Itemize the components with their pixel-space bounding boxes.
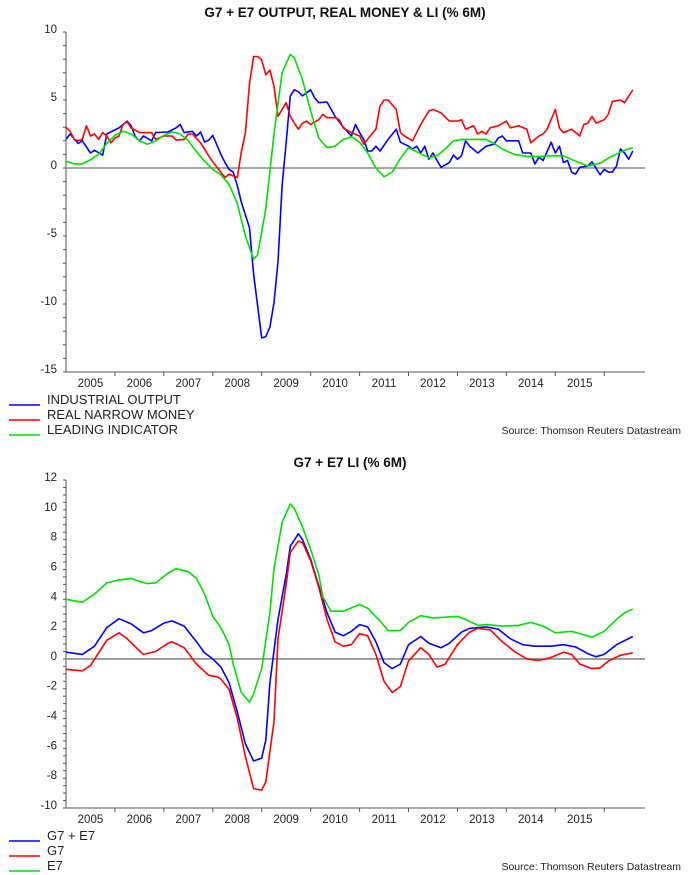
- x-tick-label: 2005: [78, 378, 104, 390]
- x-tick-label: 2013: [469, 378, 495, 390]
- y-tick-label: 10: [44, 502, 57, 514]
- x-tick-label: 2011: [372, 378, 397, 390]
- x-tick-label: 2008: [224, 378, 250, 390]
- x-tick-label: 2008: [224, 814, 250, 826]
- chart-output-money-li: G7 + E7 OUTPUT, REAL MONEY & LI (% 6M) S…: [9, 5, 681, 437]
- x-tick-label: 2007: [176, 814, 202, 826]
- chart-li: G7 + E7 LI (% 6M) Source: Thomson Reuter…: [9, 455, 681, 873]
- y-tick-label: -15: [40, 364, 57, 376]
- y-tick-label: 4: [51, 591, 58, 603]
- legend-label: E7: [47, 858, 63, 873]
- x-tick-label: 2005: [78, 814, 104, 826]
- series-line-industrial-output: [65, 89, 634, 339]
- series-line-g7: [65, 540, 633, 791]
- x-tick-label: 2013: [469, 814, 495, 826]
- y-tick-label: 10: [44, 24, 57, 36]
- source-note: Source: Thomson Reuters Datastream: [501, 425, 681, 437]
- series-line-real-narrow-money: [65, 55, 634, 179]
- x-tick-label: 2007: [176, 378, 202, 390]
- y-tick-label: 0: [51, 651, 57, 663]
- y-tick-label: 2: [51, 621, 57, 633]
- x-tick-label: 2015: [567, 814, 593, 826]
- y-tick-label: 8: [51, 532, 57, 544]
- y-tick-label: -10: [40, 800, 57, 812]
- series-line-leading-indicator: [65, 53, 634, 260]
- legend: INDUSTRIAL OUTPUT REAL NARROW MONEY LEAD…: [9, 392, 195, 437]
- y-tick-label: -4: [47, 711, 58, 723]
- y-tick-label: -6: [47, 740, 57, 752]
- x-tick-label: 2012: [420, 814, 446, 826]
- y-tick-label: 12: [44, 472, 57, 484]
- legend-label: INDUSTRIAL OUTPUT: [47, 392, 181, 407]
- x-tick-label: 2014: [518, 814, 544, 826]
- chart-title: G7 + E7 LI (% 6M): [294, 455, 407, 470]
- chart-title: G7 + E7 OUTPUT, REAL MONEY & LI (% 6M): [204, 5, 485, 20]
- x-tick-label: 2011: [372, 814, 397, 826]
- source-note: Source: Thomson Reuters Datastream: [501, 861, 681, 873]
- x-tick-label: 2012: [420, 378, 446, 390]
- x-tick-label: 2010: [322, 378, 348, 390]
- x-tick-label: 2014: [518, 378, 544, 390]
- x-tick-label: 2009: [273, 378, 299, 390]
- x-tick-label: 2009: [273, 814, 299, 826]
- y-tick-label: 6: [51, 561, 57, 573]
- series-line-g7-e7: [65, 532, 634, 762]
- x-tick-label: 2015: [567, 378, 593, 390]
- legend-label: LEADING INDICATOR: [47, 422, 178, 437]
- legend-label: G7: [47, 843, 64, 858]
- y-tick-label: -5: [47, 228, 57, 240]
- legend-label: REAL NARROW MONEY: [47, 407, 195, 422]
- x-tick-label: 2010: [322, 814, 348, 826]
- y-tick-label: -10: [40, 296, 57, 308]
- x-tick-label: 2006: [127, 814, 153, 826]
- x-tick-label: 2006: [127, 378, 153, 390]
- y-tick-label: 5: [51, 92, 57, 104]
- y-tick-label: 0: [51, 160, 57, 172]
- y-tick-label: -8: [47, 770, 57, 782]
- y-tick-label: -2: [47, 681, 57, 693]
- legend-label: G7 + E7: [47, 828, 95, 843]
- legend: G7 + E7 G7 E7: [9, 828, 95, 873]
- series-line-e7: [65, 503, 634, 703]
